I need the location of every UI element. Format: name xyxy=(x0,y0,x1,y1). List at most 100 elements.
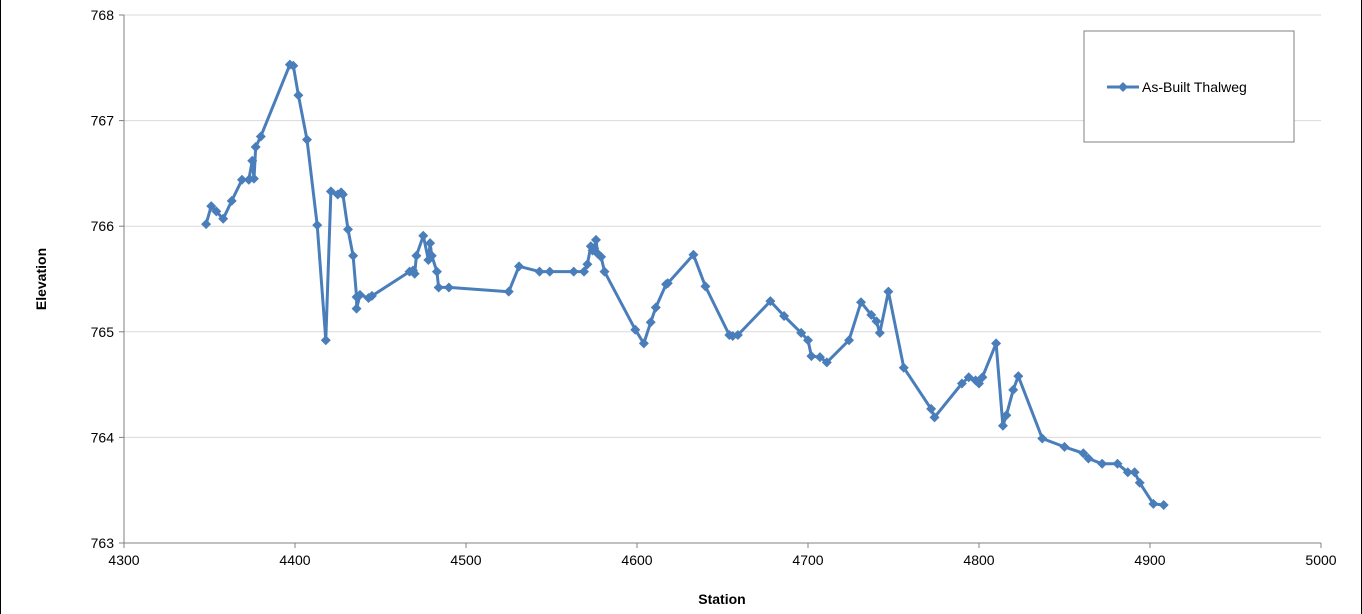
data-point-marker xyxy=(866,309,877,320)
data-point-marker xyxy=(596,251,607,262)
data-point-marker xyxy=(320,335,331,346)
data-point-marker xyxy=(425,238,436,249)
data-point-marker xyxy=(796,327,807,338)
y-tick-label: 767 xyxy=(91,113,115,129)
x-tick-label: 4400 xyxy=(279,552,310,568)
data-point-marker xyxy=(582,259,593,270)
data-point-marker xyxy=(218,213,229,224)
x-tick-label: 4600 xyxy=(621,552,652,568)
data-point-marker xyxy=(343,224,354,235)
data-point-marker xyxy=(1001,410,1012,421)
data-point-marker xyxy=(1129,467,1140,478)
data-point-marker xyxy=(1122,467,1133,478)
legend-series-name: As-Built Thalweg xyxy=(1142,79,1247,95)
data-point-marker xyxy=(354,289,365,300)
data-point-marker xyxy=(1158,499,1169,510)
data-point-marker xyxy=(662,278,673,289)
data-point-marker xyxy=(578,266,589,277)
data-point-marker xyxy=(288,60,299,71)
data-point-marker xyxy=(883,286,894,297)
data-point-marker xyxy=(366,290,377,301)
data-point-marker xyxy=(599,266,610,277)
y-tick-label: 763 xyxy=(91,535,115,551)
data-point-marker xyxy=(688,249,699,260)
data-point-marker xyxy=(1112,458,1123,469)
data-point-marker xyxy=(337,189,348,200)
ticks: 763 764 765 766 767 768 4300 4400 4500 4600 4700 48… xyxy=(91,7,1337,568)
data-point-marker xyxy=(255,131,266,142)
data-point-marker xyxy=(206,201,217,212)
data-point-marker xyxy=(844,335,855,346)
y-tick-label: 766 xyxy=(91,218,115,234)
data-point-marker xyxy=(431,266,442,277)
data-point-marker xyxy=(348,250,359,261)
data-point-marker xyxy=(325,186,336,197)
data-point-marker xyxy=(1037,433,1048,444)
data-point-marker xyxy=(514,261,525,272)
data-point-marker xyxy=(293,90,304,101)
data-point-marker xyxy=(779,310,790,321)
data-point-marker xyxy=(1097,458,1108,469)
data-point-marker xyxy=(418,230,429,241)
data-point-marker xyxy=(247,155,258,166)
y-tick-label: 764 xyxy=(91,429,115,445)
data-point-marker xyxy=(1078,448,1089,459)
data-point-marker xyxy=(503,286,514,297)
data-point-marker xyxy=(312,220,323,231)
data-point-marker xyxy=(351,303,362,314)
x-tick-label: 4700 xyxy=(792,552,823,568)
data-point-marker xyxy=(765,296,776,307)
data-point-marker xyxy=(1148,498,1159,509)
x-tick-label: 4800 xyxy=(963,552,994,568)
data-point-marker xyxy=(409,268,420,279)
legend: As-Built Thalweg xyxy=(1083,30,1295,143)
series-line xyxy=(204,63,1164,507)
data-point-marker xyxy=(301,134,312,145)
data-point-marker xyxy=(590,234,601,245)
data-point-marker xyxy=(226,195,237,206)
data-point-marker xyxy=(929,412,940,423)
data-point-marker xyxy=(638,338,649,349)
data-point-marker xyxy=(443,282,454,293)
x-tick-label: 4300 xyxy=(108,552,139,568)
data-point-marker xyxy=(201,219,212,230)
axes xyxy=(123,15,1321,544)
series-layer xyxy=(201,59,1169,510)
data-point-marker xyxy=(630,324,641,335)
data-point-marker xyxy=(645,317,656,328)
data-point-marker xyxy=(650,302,661,313)
data-point-marker xyxy=(814,352,825,363)
data-point-marker xyxy=(534,266,545,277)
data-point-marker xyxy=(426,250,437,261)
data-point-marker xyxy=(997,420,1008,431)
data-point-marker xyxy=(926,403,937,414)
data-point-marker xyxy=(411,250,422,261)
data-point-marker xyxy=(977,372,988,383)
data-point-marker xyxy=(1008,384,1019,395)
data-point-marker xyxy=(544,266,555,277)
x-tick-label: 4900 xyxy=(1134,552,1165,568)
data-point-marker xyxy=(803,335,813,346)
y-tick-label: 765 xyxy=(91,324,115,340)
x-tick-label: 4500 xyxy=(450,552,481,568)
data-point-marker xyxy=(806,351,817,362)
data-point-marker xyxy=(963,372,974,383)
data-point-marker xyxy=(871,316,882,327)
data-point-marker xyxy=(250,142,261,152)
data-point-marker xyxy=(991,338,1002,349)
data-point-marker xyxy=(1059,441,1070,452)
x-axis-title: Station xyxy=(698,591,745,607)
data-point-marker xyxy=(898,362,909,373)
data-point-marker xyxy=(433,282,444,293)
data-point-marker xyxy=(1083,453,1094,464)
data-point-marker xyxy=(211,206,222,217)
data-point-marker xyxy=(568,266,579,277)
data-point-marker xyxy=(821,357,832,368)
data-point-marker xyxy=(856,297,867,308)
data-point-marker xyxy=(732,329,743,340)
legend-marker-sample xyxy=(1118,82,1128,92)
data-point-marker xyxy=(956,378,967,389)
x-tick-label: 5000 xyxy=(1305,552,1336,568)
